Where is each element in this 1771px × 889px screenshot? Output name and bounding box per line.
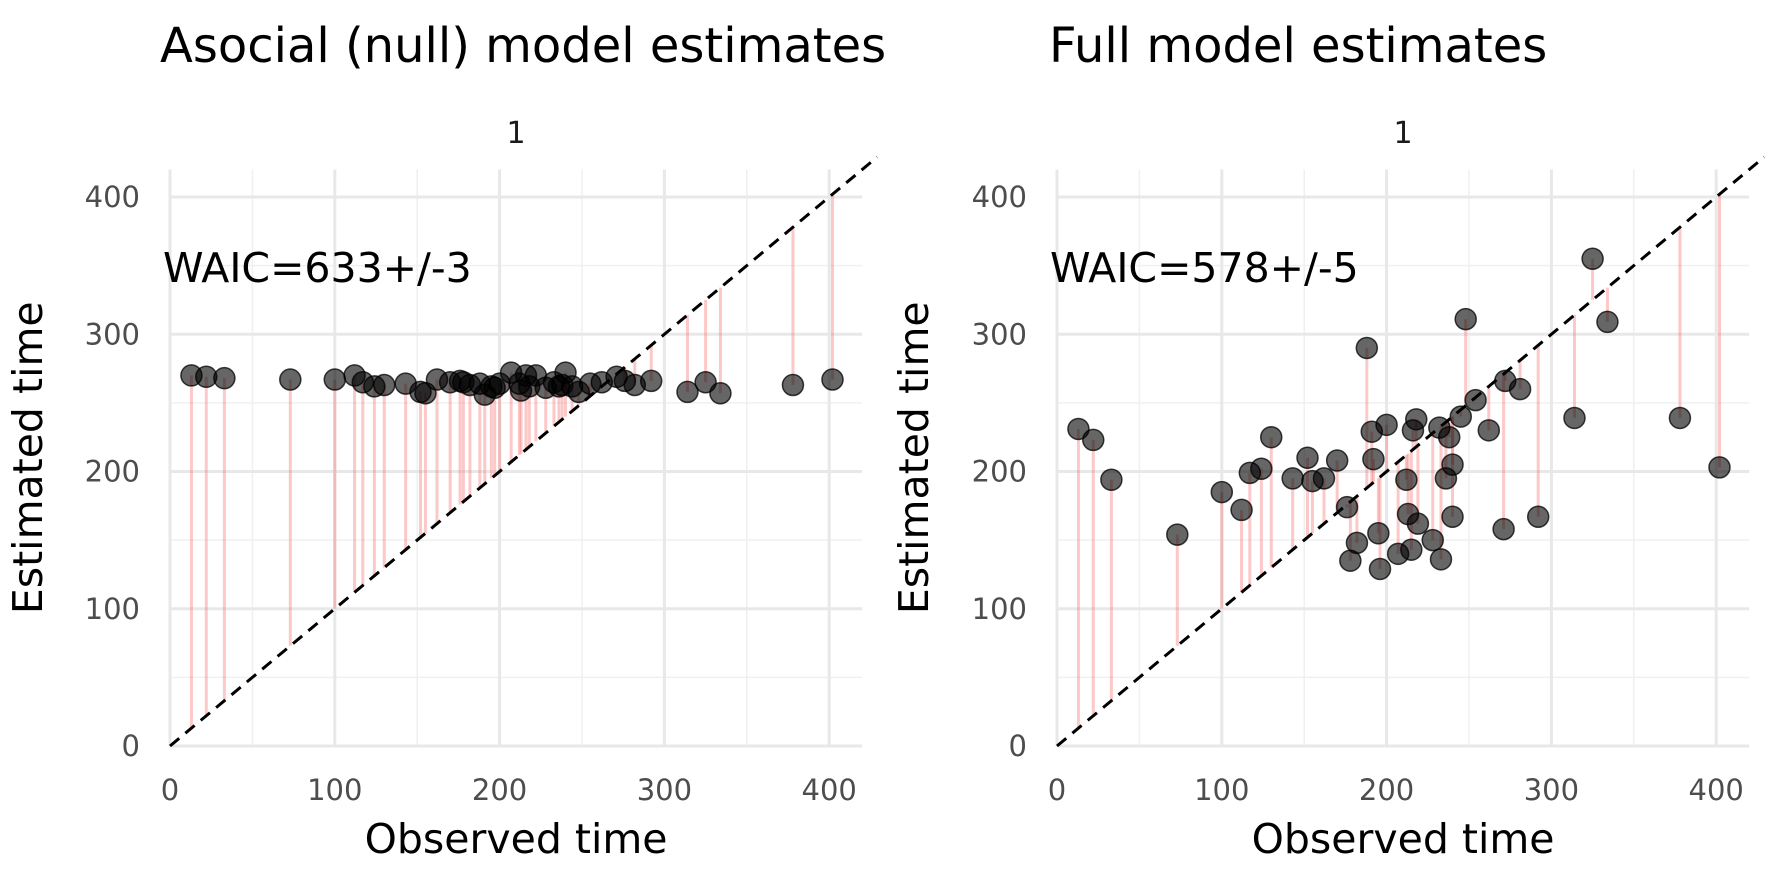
y-tick-label: 0 <box>122 729 140 763</box>
y-tick-label: 100 <box>972 592 1027 626</box>
panel-title: Full model estimates <box>1049 18 1547 74</box>
x-tick-label: 0 <box>161 773 179 807</box>
grid-lines <box>168 169 863 748</box>
data-point <box>1708 456 1731 479</box>
x-axis-label: Observed time <box>1252 815 1555 863</box>
panel-full-model: Full model estimates 1 0 100 200 300 400 0 100 20… <box>890 18 1766 863</box>
data-point <box>1437 425 1461 449</box>
data-point <box>1082 428 1105 452</box>
y-tick-label: 400 <box>972 180 1027 214</box>
y-axis-label: Estimated time <box>4 301 52 614</box>
y-tick-label: 100 <box>85 592 140 626</box>
y-tick-label: 300 <box>972 317 1027 351</box>
data-point <box>1335 495 1359 519</box>
data-point <box>1492 517 1515 541</box>
y-tick-label: 400 <box>85 180 140 214</box>
y-tick-label: 200 <box>85 455 140 489</box>
data-point <box>1429 548 1453 571</box>
x-tick-label: 300 <box>1524 773 1579 807</box>
data-point <box>709 382 732 405</box>
x-axis-label: Observed time <box>365 815 668 863</box>
facet-label: 1 <box>507 116 526 151</box>
y-axis-label: Estimated time <box>890 301 938 614</box>
data-point <box>781 373 805 397</box>
data-point <box>1508 377 1532 401</box>
x-tick-label: 400 <box>1689 773 1744 807</box>
waic-annotation: WAIC=633+/-3 <box>163 244 472 292</box>
data-point <box>1345 531 1369 555</box>
x-tick-label: 100 <box>1194 773 1249 807</box>
data-point <box>1375 413 1398 437</box>
data-point <box>213 366 236 390</box>
waic-annotation: WAIC=578+/-5 <box>1050 244 1359 292</box>
panel-asocial-model: Asocial (null) model estimates 1 0 100 200 30… <box>4 18 886 863</box>
data-point <box>1368 557 1392 581</box>
data-point <box>323 368 347 391</box>
x-tick-label: 200 <box>472 773 527 807</box>
data-point <box>1421 528 1444 552</box>
data-point <box>1405 408 1428 431</box>
data-point <box>1100 468 1123 491</box>
identity-reference-line <box>169 155 879 748</box>
data-point <box>279 368 302 391</box>
data-point <box>1441 505 1464 529</box>
data-point <box>1230 498 1253 522</box>
data-point <box>1259 425 1283 449</box>
data-point <box>1325 449 1349 472</box>
data-point <box>1281 467 1304 490</box>
data-point <box>1355 336 1379 360</box>
data-point <box>639 369 663 393</box>
x-tick-label: 400 <box>802 773 857 807</box>
data-point <box>1668 406 1692 430</box>
data-point <box>1362 447 1385 471</box>
data-point <box>1596 310 1619 334</box>
x-tick-label: 100 <box>307 773 362 807</box>
identity-reference-line <box>1056 155 1766 748</box>
y-tick-label: 300 <box>85 317 140 351</box>
data-point <box>1454 307 1477 331</box>
y-tick-label: 0 <box>1009 729 1027 763</box>
data-points <box>1067 247 1731 581</box>
x-tick-label: 200 <box>1359 773 1414 807</box>
panel-title: Asocial (null) model estimates <box>160 18 886 74</box>
data-point <box>1367 522 1390 545</box>
data-point <box>1406 512 1430 535</box>
x-tick-label: 0 <box>1048 773 1066 807</box>
facet-label: 1 <box>1394 116 1413 151</box>
data-point <box>821 368 844 391</box>
data-point <box>1464 388 1487 412</box>
data-point <box>676 380 699 404</box>
data-point <box>1400 538 1423 561</box>
data-point <box>1250 457 1273 481</box>
data-points <box>180 361 844 406</box>
y-tick-label: 200 <box>972 455 1027 489</box>
data-point <box>1526 505 1550 529</box>
data-point <box>1449 405 1473 428</box>
data-point <box>1296 446 1319 470</box>
data-point <box>1563 406 1586 430</box>
data-point <box>1441 453 1464 476</box>
data-point <box>372 373 396 397</box>
data-point <box>1581 247 1604 271</box>
data-point <box>1312 467 1336 490</box>
data-point <box>1395 468 1418 491</box>
data-point <box>1210 480 1234 504</box>
data-point <box>1166 523 1189 546</box>
data-point <box>1477 419 1501 442</box>
x-tick-label: 300 <box>637 773 692 807</box>
